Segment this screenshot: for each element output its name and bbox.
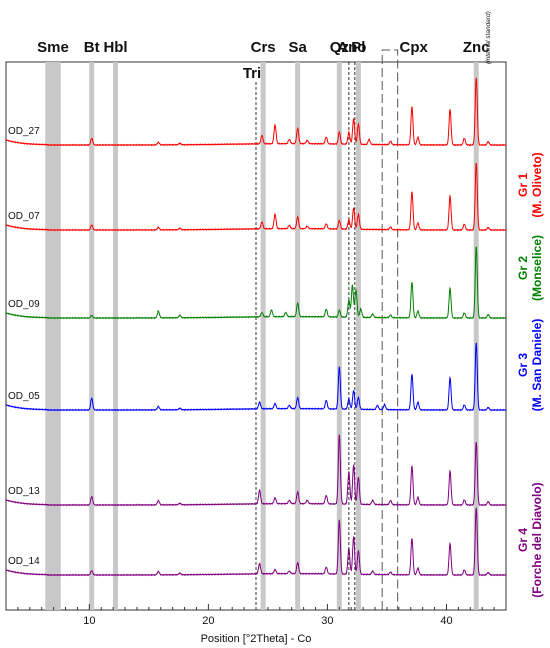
group-label-3: Gr 3 — [516, 353, 530, 377]
sample-label-od-27: OD_27 — [8, 126, 40, 137]
x-tick-label-40: 40 — [440, 615, 452, 627]
mineral-label-qz: Qz — [330, 39, 349, 56]
group-sublabel-4: (Forche del Diavolo) — [530, 482, 544, 597]
pattern-od-14 — [5, 507, 507, 577]
band-sa — [295, 62, 301, 610]
mineral-label-sme: Sme — [37, 39, 69, 56]
pattern-od-13 — [5, 434, 507, 507]
mineral-label-tri: Tri — [243, 65, 261, 82]
dashed-markers: Tri Ano — [243, 39, 366, 610]
group-label-2: Gr 2 — [516, 256, 530, 280]
group-label-4: Gr 4 — [516, 528, 530, 552]
mineral-label-pl: Pl — [351, 39, 365, 56]
mineral-bands: Sme Bt Hbl Crs Sa Qz Pl Znc(internal standard) — [37, 11, 492, 610]
diffraction-patterns — [5, 77, 507, 577]
mineral-label-bt: Bt — [84, 39, 100, 56]
pattern-od-07 — [5, 162, 507, 232]
band-crs — [260, 62, 266, 610]
group-labels: Gr 1 (M. Oliveto) Gr 2 (Monselice) Gr 3 (M. S… — [516, 152, 544, 597]
sample-label-od-14: OD_14 — [8, 556, 40, 567]
group-sublabel-2: (Monselice) — [530, 235, 544, 301]
pattern-od-27 — [5, 77, 507, 147]
sample-label-od-05: OD_05 — [8, 391, 40, 402]
pattern-od-09 — [5, 246, 507, 320]
x-tick-label-30: 30 — [321, 615, 333, 627]
sample-label-od-07: OD_07 — [8, 211, 40, 222]
mineral-label-crs: Crs — [251, 39, 276, 56]
mineral-label-ano: Ano — [337, 39, 366, 56]
mineral-label-cpx: Cpx — [399, 39, 428, 56]
mineral-label-hbl: Hbl — [103, 39, 127, 56]
cpx-box — [381, 49, 399, 610]
x-tick-label-10: 10 — [83, 615, 95, 627]
x-axis: 10 20 30 40 — [5, 604, 507, 627]
znc-note: (internal standard) — [485, 11, 492, 64]
mineral-label-znc: Znc — [463, 39, 490, 56]
group-label-1: Gr 1 — [516, 173, 530, 197]
band-hbl — [113, 62, 119, 610]
band-bt — [89, 62, 95, 610]
group-sublabel-1: (M. Oliveto) — [530, 152, 544, 217]
band-sme — [45, 62, 61, 610]
x-tick-label-20: 20 — [202, 615, 214, 627]
band-znc — [473, 62, 479, 610]
pattern-od-05 — [5, 342, 507, 412]
band-qz — [336, 62, 342, 610]
sample-labels: OD_27 OD_07 OD_09 OD_05 OD_13 OD_14 — [8, 126, 40, 567]
sample-label-od-09: OD_09 — [8, 299, 40, 310]
x-axis-title: Position [°2Theta] - Co — [201, 633, 312, 645]
sample-label-od-13: OD_13 — [8, 486, 40, 497]
group-sublabel-3: (M. San Daniele) — [530, 319, 544, 412]
cpx-bracket: Cpx — [381, 39, 428, 610]
mineral-label-sa: Sa — [288, 39, 307, 56]
band-pl — [355, 62, 361, 610]
